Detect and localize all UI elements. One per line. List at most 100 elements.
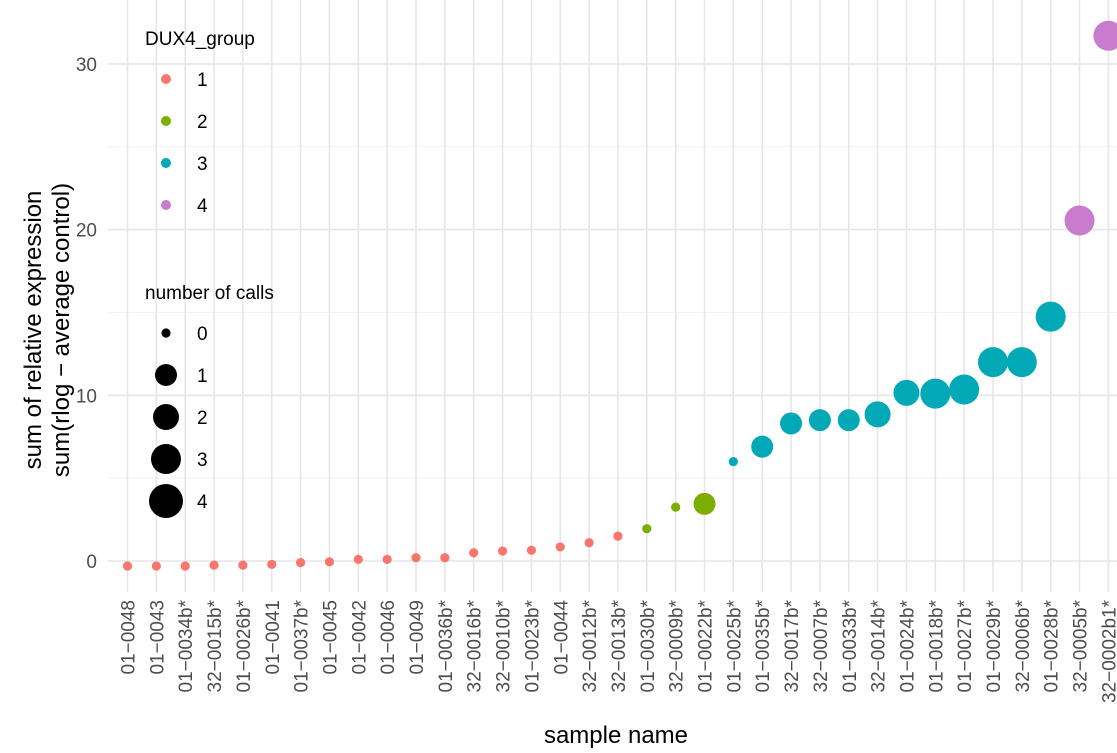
x-tick-label: 32−0009b* [667, 599, 688, 692]
color-legend-label: 1 [197, 70, 208, 91]
data-point [382, 554, 392, 564]
color-legend-label: 4 [197, 196, 208, 217]
size-legend-label: 0 [197, 324, 208, 345]
x-tick-label: 01−0025b* [724, 599, 745, 692]
y-axis-title-line-1: sum of relative expression [20, 191, 47, 470]
y-tick-label: 10 [76, 386, 97, 407]
x-tick-label: 01−0033b* [840, 599, 861, 692]
x-tick-label: 01−0027b* [955, 599, 976, 692]
x-tick-label: 32−0016b* [465, 599, 486, 692]
x-tick-label: 01−0023b* [522, 599, 543, 692]
y-axis-title-line-2: sum(rlog − average control) [48, 183, 75, 477]
x-tick-label: 01−0028b* [1042, 599, 1063, 692]
data-point [353, 554, 363, 564]
x-tick-label: 01−0041 [263, 600, 284, 675]
data-point [864, 401, 891, 428]
data-point [728, 456, 738, 467]
data-point [584, 538, 594, 548]
color-legend-title: DUX4_group [145, 29, 255, 50]
size-legend-key [153, 404, 179, 430]
data-point [209, 560, 219, 570]
data-point [893, 379, 920, 406]
x-tick-label: 32−0014b* [869, 599, 890, 692]
x-tick-label: 01−0026b* [234, 599, 255, 692]
data-point [751, 435, 774, 458]
data-point [469, 548, 479, 558]
size-legend-label: 4 [197, 492, 208, 513]
size-legend: number of calls 0 1 2 3 4 [145, 283, 274, 518]
size-legend-label: 2 [197, 408, 208, 429]
data-point [1064, 205, 1095, 236]
data-point [613, 531, 623, 541]
x-tick-label: 01−0022b* [696, 599, 717, 692]
color-legend-key [161, 158, 171, 168]
data-point [978, 347, 1008, 378]
data-point [238, 560, 248, 570]
y-axis-title: sum of relative expression sum(rlog − av… [20, 183, 75, 477]
data-point [526, 545, 537, 555]
size-legend-title: number of calls [145, 283, 274, 304]
x-tick-label: 32−0002b1* [1099, 599, 1117, 703]
x-tick-label: 01−0034b* [176, 599, 197, 692]
x-tick-label: 32−0013b* [609, 599, 630, 692]
data-point [151, 561, 161, 571]
data-point [180, 561, 190, 571]
color-legend: DUX4_group 1 2 3 4 [145, 29, 255, 217]
data-point [440, 553, 450, 563]
x-tick-label: 01−0037b* [292, 599, 313, 692]
data-point [296, 558, 306, 568]
x-tick-label: 01−0018b* [926, 599, 947, 692]
x-tick-label: 01−0029b* [984, 599, 1005, 692]
x-tick-label: 01−0045 [320, 600, 341, 675]
x-tick-label: 01−0036b* [436, 599, 457, 692]
x-tick-label: 32−0007b* [811, 599, 832, 692]
x-tick-label: 01−0046 [378, 600, 399, 675]
data-point [642, 524, 652, 534]
x-tick-label: 01−0030b* [638, 599, 659, 692]
y-tick-label: 30 [76, 55, 97, 76]
data-point [411, 553, 421, 563]
x-tick-label: 32−0017b* [782, 599, 803, 692]
data-point [693, 492, 716, 515]
x-tick-labels: 01−0048 01−0043 01−0034b* 32−0015b* 01−0026b… [119, 599, 1117, 703]
x-tick-label: 32−0010b* [494, 599, 515, 692]
y-tick-label: 20 [76, 221, 97, 242]
y-tick-label: 0 [86, 552, 97, 573]
data-point [949, 374, 980, 405]
data-point [122, 561, 133, 571]
data-point [1006, 347, 1037, 378]
x-tick-label: 01−0024b* [897, 599, 918, 692]
color-legend-label: 3 [197, 154, 208, 175]
x-tick-label: 32−0006b* [1013, 599, 1034, 692]
x-tick-label: 01−0044 [551, 600, 572, 675]
data-point [780, 412, 803, 435]
size-legend-key [151, 444, 181, 474]
y-tick-labels: 0 10 20 30 [76, 55, 97, 573]
data-point [555, 542, 565, 552]
x-tick-label: 01−0048 [119, 600, 140, 675]
data-point [324, 557, 335, 567]
color-legend-key [161, 74, 171, 84]
data-point [1035, 301, 1066, 332]
size-legend-label: 3 [197, 450, 208, 471]
grid [108, 0, 1117, 592]
size-legend-key [155, 364, 177, 386]
x-tick-label: 01−0049 [407, 600, 428, 675]
data-point [1093, 20, 1117, 51]
data-point [808, 409, 831, 432]
x-tick-label: 32−0012b* [580, 599, 601, 692]
data-point [920, 378, 951, 409]
size-legend-key [149, 484, 183, 518]
color-legend-label: 2 [197, 112, 208, 133]
x-tick-label: 01−0035b* [753, 599, 774, 692]
data-point [497, 546, 508, 556]
x-tick-label: 32−0005b* [1071, 599, 1092, 692]
x-tick-label: 32−0015b* [205, 599, 226, 692]
size-legend-key [161, 328, 171, 338]
data-points [122, 20, 1117, 571]
x-tick-label: 01−0042 [349, 600, 370, 675]
data-point [671, 502, 681, 512]
data-point [837, 409, 860, 432]
color-legend-key [161, 200, 171, 210]
